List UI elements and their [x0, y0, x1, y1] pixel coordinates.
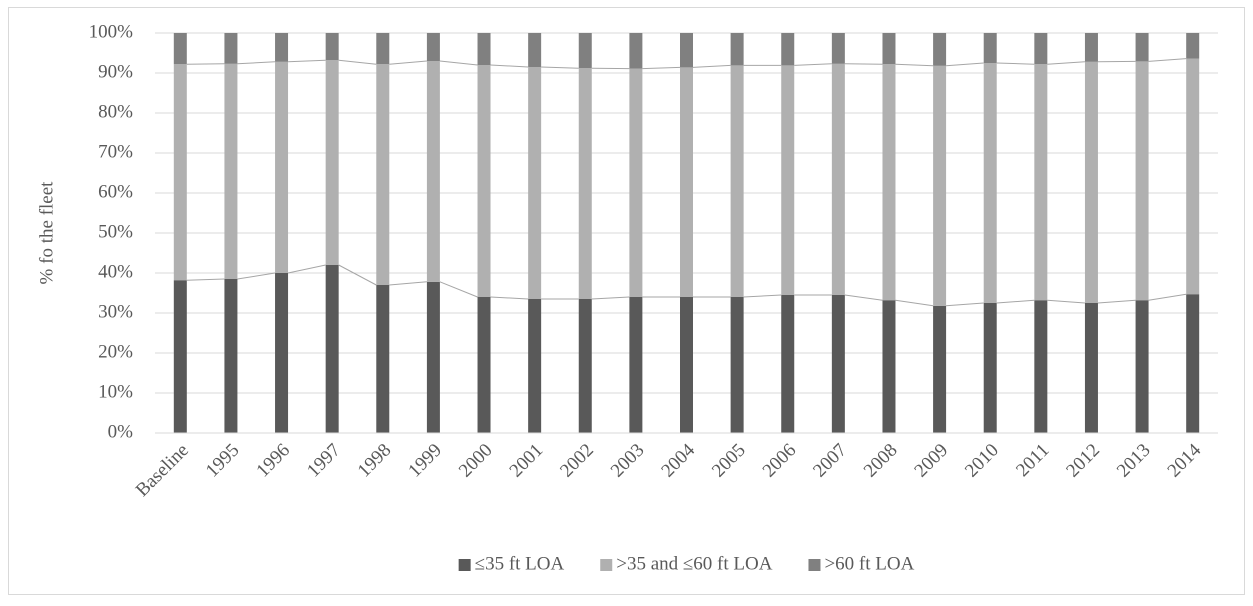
bar-segment [376, 64, 389, 285]
bar-segment [984, 63, 997, 303]
bar-segment [680, 33, 693, 67]
bar-segment [832, 33, 845, 64]
bar-segment [579, 68, 592, 299]
bar-segment [427, 61, 440, 282]
bar-segment [1136, 33, 1149, 61]
bar-segment [224, 279, 237, 433]
bar-segment [731, 297, 744, 433]
bar-segment [1186, 294, 1199, 433]
bar-segment [376, 285, 389, 433]
bar-segment [326, 60, 339, 265]
bar-segment [933, 66, 946, 306]
bar-segment [478, 65, 491, 297]
bar-segment [832, 295, 845, 433]
y-tick-label: 40% [98, 261, 133, 282]
bar-segment [882, 33, 895, 64]
y-tick-label: 70% [98, 141, 133, 162]
y-tick-label: 80% [98, 101, 133, 122]
legend-swatch [600, 559, 612, 571]
bar-segment [781, 33, 794, 65]
bar-segment [832, 64, 845, 295]
bar-segment [680, 67, 693, 297]
bar-segment [579, 33, 592, 68]
legend-label: >35 and ≤60 ft LOA [616, 553, 773, 574]
bar-segment [1136, 300, 1149, 433]
bar-segment [224, 33, 237, 64]
bar-segment [528, 67, 541, 299]
bar-segment [478, 33, 491, 65]
legend-swatch [459, 559, 471, 571]
bar-segment [1085, 62, 1098, 303]
bar-segment [1034, 64, 1047, 300]
y-tick-label: 30% [98, 301, 133, 322]
bar-segment [1136, 61, 1149, 300]
bar-segment [174, 64, 187, 280]
bar-segment [984, 33, 997, 63]
y-tick-label: 0% [108, 421, 134, 442]
y-tick-label: 90% [98, 61, 133, 82]
bar-segment [174, 33, 187, 64]
bar-segment [427, 282, 440, 433]
bar-segment [326, 265, 339, 433]
y-axis-label: % fo the fleet [36, 181, 57, 285]
bar-segment [984, 303, 997, 433]
bar-segment [1186, 33, 1199, 59]
bar-segment [376, 33, 389, 64]
bar-segment [933, 33, 946, 66]
y-tick-label: 60% [98, 181, 133, 202]
bar-segment [680, 297, 693, 433]
bar-segment [478, 297, 491, 433]
bar-segment [1034, 300, 1047, 433]
bar-segment [275, 33, 288, 62]
bar-segment [579, 299, 592, 433]
bar-segment [882, 64, 895, 300]
legend-swatch [808, 559, 820, 571]
bar-segment [731, 33, 744, 65]
bar-segment [731, 65, 744, 297]
bar-segment [882, 300, 895, 433]
y-tick-label: 100% [89, 21, 134, 42]
bar-segment [174, 280, 187, 433]
bar-segment [275, 62, 288, 273]
bar-segment [1085, 33, 1098, 62]
bar-segment [629, 69, 642, 297]
bar-segment [528, 299, 541, 433]
legend-label: >60 ft LOA [824, 553, 914, 574]
bar-segment [326, 33, 339, 60]
y-tick-label: 20% [98, 341, 133, 362]
bar-segment [1186, 59, 1199, 295]
bar-segment [781, 295, 794, 433]
y-tick-label: 50% [98, 221, 133, 242]
bar-segment [629, 33, 642, 69]
bar-segment [528, 33, 541, 67]
bar-segment [933, 306, 946, 433]
bar-segment [1034, 33, 1047, 64]
bar-segment [275, 273, 288, 433]
y-tick-label: 10% [98, 381, 133, 402]
legend-label: ≤35 ft LOA [475, 553, 565, 574]
bar-segment [629, 297, 642, 433]
bar-segment [1085, 303, 1098, 433]
bar-segment [427, 33, 440, 61]
bar-segment [781, 65, 794, 295]
bar-segment [224, 64, 237, 279]
